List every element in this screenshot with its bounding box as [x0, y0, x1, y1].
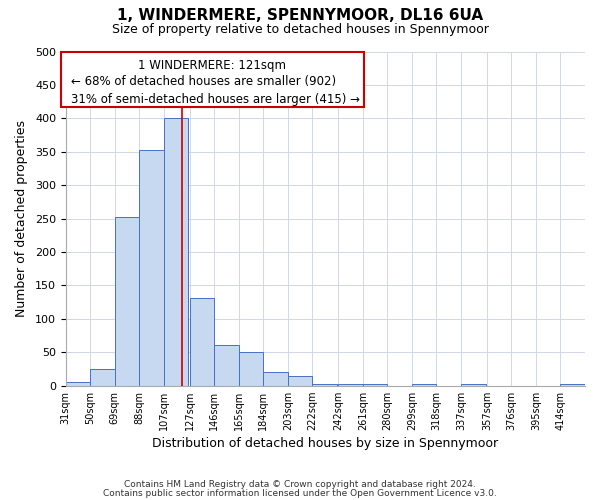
Bar: [139, 150, 164, 386]
Text: Size of property relative to detached houses in Spennymoor: Size of property relative to detached ho…: [112, 22, 488, 36]
Bar: [363, 384, 388, 386]
Bar: [313, 384, 337, 386]
Y-axis label: Number of detached properties: Number of detached properties: [15, 120, 28, 317]
Bar: [263, 372, 288, 386]
Bar: [115, 216, 139, 386]
FancyBboxPatch shape: [61, 52, 364, 106]
Bar: [164, 118, 188, 386]
Bar: [214, 345, 239, 386]
Bar: [66, 382, 91, 386]
Bar: [461, 384, 485, 386]
X-axis label: Distribution of detached houses by size in Spennymoor: Distribution of detached houses by size …: [152, 437, 499, 450]
Text: Contains public sector information licensed under the Open Government Licence v3: Contains public sector information licen…: [103, 489, 497, 498]
Text: 1 WINDERMERE: 121sqm: 1 WINDERMERE: 121sqm: [139, 59, 286, 72]
Bar: [338, 384, 363, 386]
Bar: [560, 384, 585, 386]
Text: Contains HM Land Registry data © Crown copyright and database right 2024.: Contains HM Land Registry data © Crown c…: [124, 480, 476, 489]
Text: 31% of semi-detached houses are larger (415) →: 31% of semi-detached houses are larger (…: [71, 92, 360, 106]
Bar: [288, 376, 313, 386]
Bar: [190, 298, 214, 386]
Bar: [239, 352, 263, 386]
Text: 1, WINDERMERE, SPENNYMOOR, DL16 6UA: 1, WINDERMERE, SPENNYMOOR, DL16 6UA: [117, 8, 483, 22]
Text: ← 68% of detached houses are smaller (902): ← 68% of detached houses are smaller (90…: [71, 75, 336, 88]
Bar: [91, 369, 115, 386]
Bar: [412, 384, 436, 386]
